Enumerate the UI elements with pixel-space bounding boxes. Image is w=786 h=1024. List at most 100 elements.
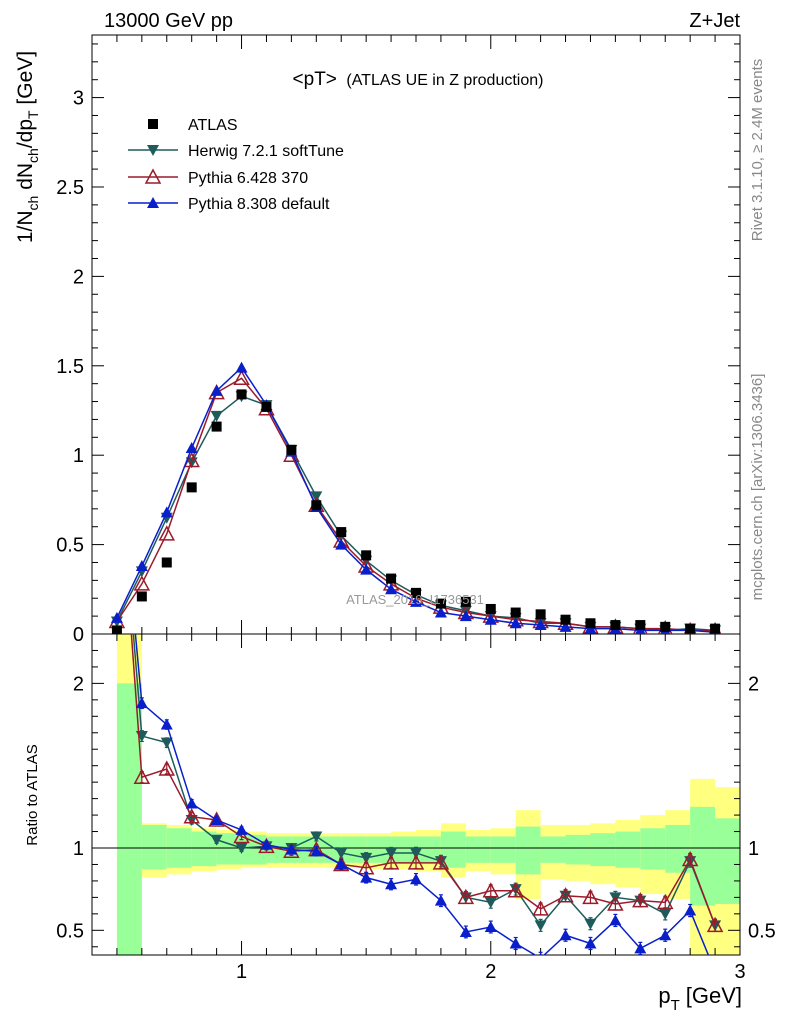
ratio-point [310,831,323,843]
ratio-y-tick-label-right: 1 [748,838,759,860]
ratio-band-stat [490,836,516,863]
ratio-point [607,895,624,911]
data-point [411,587,421,598]
ratio-point [385,878,398,890]
data-point [360,563,373,575]
data-point [336,527,347,538]
data-point [158,525,176,541]
y-tick-label: 3 [73,88,84,110]
y-tick-label: 2 [73,266,84,288]
ratio-point [210,834,223,846]
ratio-point [709,965,721,976]
ratio-point [233,827,250,844]
ratio-point [659,908,672,920]
ratio-point [484,897,497,909]
ratio-y-tick-label: 2 [73,673,84,695]
ratio-point [235,823,248,835]
data-point [311,500,322,511]
legend-marker [148,119,158,129]
ratio-point [706,916,724,933]
data-point [509,617,522,629]
ratio-point [684,904,697,916]
ratio-point [459,925,472,937]
legend-label: Pythia 8.308 default [188,196,330,213]
data-point [385,583,398,595]
ratio-band-stat [141,824,167,870]
header-right: Z+Jet [689,10,740,32]
ratio-point [135,697,148,709]
series-main-0 [111,389,721,634]
ratio-point [432,854,450,870]
ratio-point [260,838,273,850]
series-layer [108,361,724,976]
ratio-band-stat [565,834,591,865]
ratio-point [332,855,350,872]
ratio-point [634,942,647,954]
data-point [183,451,200,468]
x-tick-label: 3 [734,961,745,983]
legend-label: Pythia 6.428 370 [188,170,308,187]
ratio-point [382,854,400,870]
ratio-point [335,858,348,870]
ratio-point [656,893,674,910]
data-point [459,610,472,622]
data-point [560,614,571,625]
y-axis-label: 1/Nch dNch/dpT [GeV] [14,51,41,243]
y-tick-label: 1 [73,445,84,467]
ratio-point [385,847,398,859]
x-tick-label: 1 [236,961,247,983]
data-point [335,538,348,550]
data-point [135,560,148,572]
ratio-line [134,634,710,955]
x-tick-label: 2 [485,961,496,983]
mcplots-label: mcplots.cern.ch [arXiv:1306.3436] [749,374,766,601]
data-point [210,384,223,396]
data-point [484,613,497,625]
ratio-point [160,718,173,730]
ratio-point [110,429,124,442]
legend-label: Herwig 7.2.1 softTune [188,143,344,160]
series-ratio-3 [134,634,721,976]
header-left: 13000 GeV pp [104,10,233,32]
data-point [186,482,197,493]
ratio-point [534,920,547,932]
data-point [160,506,173,518]
ratio-point [210,814,223,826]
data-point [235,361,248,373]
data-point [386,573,397,584]
ratio-point [584,918,597,930]
data-point [161,557,172,568]
ratio-band-stat [465,836,491,863]
ratio-point [557,887,574,903]
ratio-y-tick-label-right: 2 [748,673,759,695]
data-point [211,421,222,432]
ratio-point [410,847,422,859]
ratio-y-axis-label: Ratio to ATLAS [24,744,41,845]
data-point [635,620,646,631]
data-point [261,401,272,412]
x-axis-label-main: p [658,983,670,1008]
ratio-point [584,937,597,949]
chart-title: <pT> (ATLAS UE in Z production) [293,69,544,90]
data-point [410,595,422,607]
ratio-band-stat [590,833,616,867]
data-point [435,598,446,609]
data-point [133,575,151,591]
data-point [585,618,596,629]
ratio-point [484,921,497,933]
x-axis-label-unit: [GeV] [686,983,742,1008]
data-point [460,596,471,607]
ratio-point [208,811,225,827]
data-point [685,623,696,634]
ratio-point [410,873,422,885]
ratio-point [235,843,248,854]
ratio-point [539,952,543,955]
data-point [534,619,547,631]
data-point [185,442,198,454]
ratio-point [507,882,524,898]
data-point [559,620,572,632]
ratio-point [482,882,500,898]
y-tick-label: 0 [73,624,84,646]
ratio-y-tick-label: 1 [73,838,84,860]
